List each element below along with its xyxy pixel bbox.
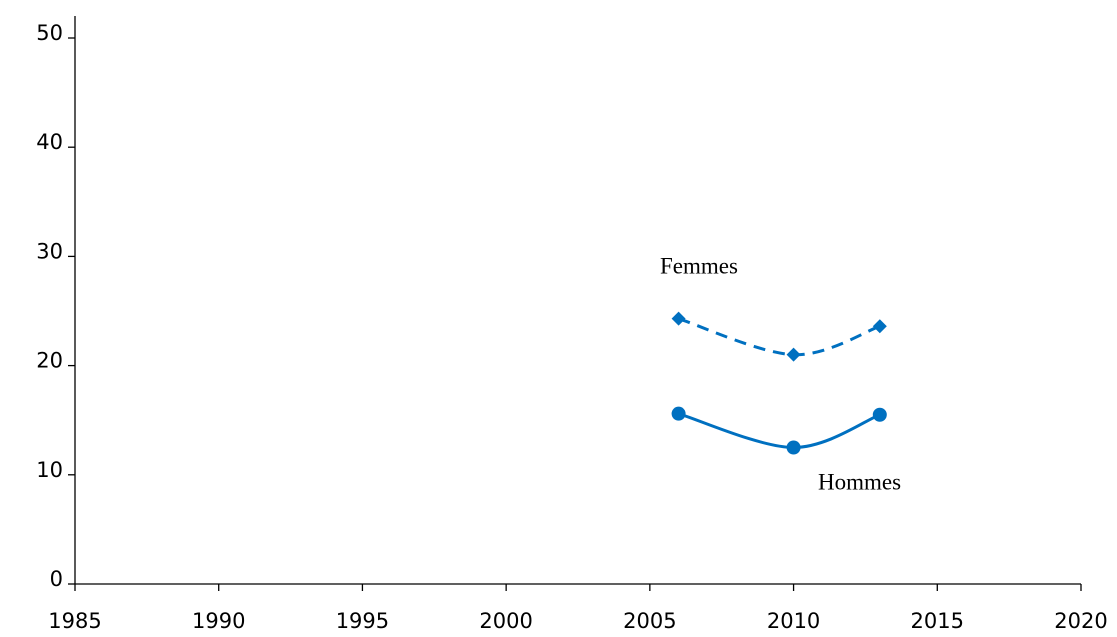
marker — [671, 406, 686, 421]
y-tick-label: 0 — [50, 567, 63, 591]
x-tick-label: 2010 — [767, 609, 820, 633]
y-tick-label: 50 — [36, 21, 63, 45]
y-tick-label: 40 — [36, 130, 63, 154]
series-label: Hommes — [818, 469, 901, 494]
series-label: Femmes — [660, 253, 738, 278]
marker — [786, 440, 801, 455]
x-tick-label: 1995 — [336, 609, 389, 633]
y-tick-label: 10 — [36, 458, 63, 482]
x-tick-label: 1990 — [192, 609, 245, 633]
marker — [786, 347, 801, 362]
series-line — [678, 317, 881, 357]
x-tick-label: 2005 — [623, 609, 676, 633]
x-tick-label: 2015 — [911, 609, 964, 633]
y-tick-label: 20 — [36, 349, 63, 373]
x-tick-label: 1985 — [48, 609, 101, 633]
x-tick-label: 2000 — [479, 609, 532, 633]
x-tick-label: 2020 — [1054, 609, 1107, 633]
marker — [872, 407, 887, 422]
marker — [671, 311, 686, 326]
marker — [872, 319, 887, 334]
series-line — [678, 412, 881, 450]
y-tick-label: 30 — [36, 239, 63, 263]
